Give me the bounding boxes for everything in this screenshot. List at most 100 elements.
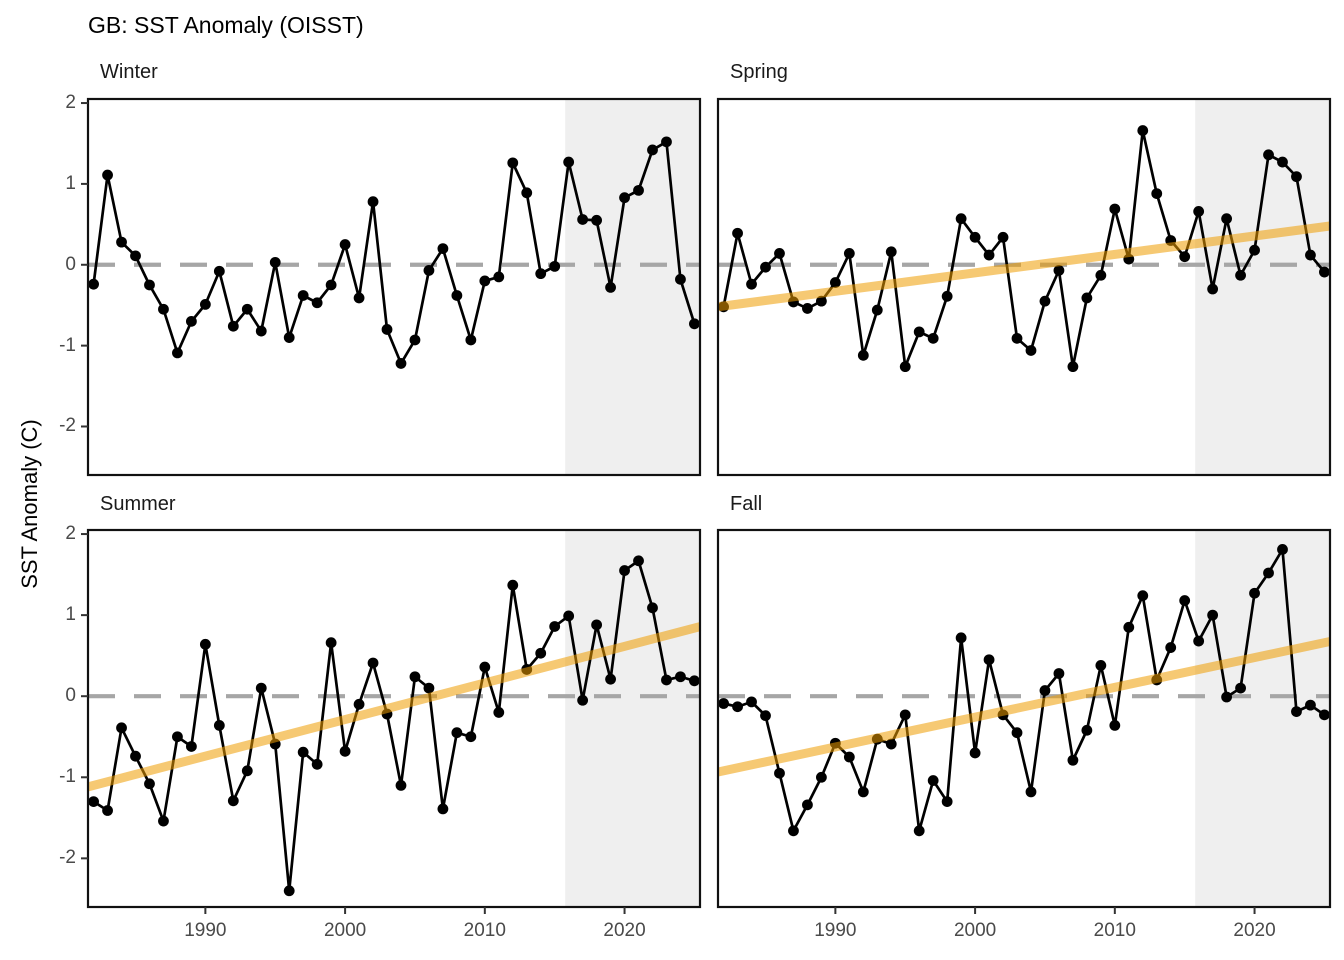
data-point	[1095, 269, 1107, 281]
data-point	[437, 803, 449, 815]
data-point	[521, 187, 533, 199]
data-point	[718, 698, 729, 709]
data-point	[563, 156, 575, 168]
data-point	[829, 277, 841, 288]
data-point	[927, 332, 939, 344]
data-point	[423, 682, 435, 694]
data-point	[857, 786, 869, 798]
data-point	[507, 157, 519, 169]
data-point	[227, 795, 239, 807]
data-point	[479, 661, 491, 673]
x-tick-label: 2000	[323, 920, 367, 941]
data-point	[1137, 125, 1149, 136]
data-point	[297, 746, 309, 758]
data-point	[479, 275, 491, 287]
data-point	[1109, 203, 1121, 215]
data-point	[983, 654, 995, 666]
data-point	[339, 745, 351, 757]
data-point	[1277, 544, 1288, 555]
data-point	[535, 647, 547, 659]
data-point	[563, 610, 575, 622]
data-point	[913, 326, 925, 338]
x-tick-label: 2010	[463, 920, 506, 941]
panel-label-spring: Spring	[730, 61, 788, 83]
data-point	[241, 765, 253, 777]
data-point	[802, 799, 813, 811]
data-point	[577, 694, 589, 706]
y-tick-label: 1	[65, 172, 76, 194]
data-point	[788, 825, 799, 837]
data-point	[619, 565, 630, 576]
data-point	[493, 271, 505, 283]
data-point	[451, 727, 463, 739]
data-point	[941, 290, 953, 302]
data-point	[1305, 249, 1316, 261]
data-point	[774, 248, 785, 259]
data-point	[969, 747, 981, 759]
trend-line	[86, 622, 702, 792]
data-point	[1053, 265, 1065, 276]
data-point	[465, 334, 477, 346]
panel-label-fall: Fall	[730, 493, 763, 515]
panel-label-winter: Winter	[100, 61, 158, 83]
x-tick-label: 2000	[953, 920, 997, 941]
data-point	[955, 632, 967, 644]
data-point	[227, 320, 239, 332]
data-point	[1179, 595, 1191, 606]
data-point	[1011, 332, 1023, 344]
data-point	[1025, 345, 1037, 356]
data-point	[885, 738, 897, 750]
data-point	[353, 698, 365, 710]
data-point	[283, 885, 295, 897]
data-point	[311, 758, 323, 770]
y-tick-label: 2	[65, 523, 76, 545]
data-point	[88, 278, 99, 290]
data-point	[661, 136, 672, 148]
data-point	[1291, 171, 1302, 183]
data-point	[1011, 727, 1023, 739]
data-point	[1207, 609, 1219, 621]
data-point	[172, 347, 183, 359]
data-point	[760, 261, 771, 273]
data-point	[1207, 283, 1219, 295]
panel-border	[86, 528, 702, 909]
data-point	[549, 260, 561, 272]
data-point	[941, 796, 953, 808]
data-point	[144, 778, 155, 790]
data-point	[843, 248, 855, 259]
data-point	[983, 249, 995, 261]
y-tick-label: 2	[65, 92, 76, 114]
data-point	[675, 671, 686, 683]
data-point	[185, 741, 197, 752]
data-point	[339, 239, 351, 250]
data-point	[199, 638, 211, 650]
data-line	[722, 548, 1326, 833]
data-point	[689, 675, 700, 687]
data-point	[130, 250, 141, 262]
data-point	[1179, 251, 1191, 263]
data-point	[1221, 213, 1233, 225]
data-point	[1235, 682, 1246, 694]
data-line	[92, 559, 696, 893]
panel-label-summer: Summer	[100, 493, 176, 515]
data-point	[871, 304, 883, 316]
data-point	[213, 265, 225, 277]
data-point	[535, 268, 547, 280]
data-point	[1095, 659, 1107, 671]
y-tick-label: 0	[65, 253, 76, 275]
data-point	[1081, 724, 1093, 736]
data-point	[1235, 269, 1246, 281]
chart-title: GB: SST Anomaly (OISST)	[88, 12, 364, 38]
data-point	[423, 265, 435, 276]
data-point	[325, 279, 337, 291]
data-point	[689, 318, 700, 330]
data-point	[1165, 642, 1177, 653]
data-point	[633, 555, 644, 567]
data-point	[409, 334, 421, 346]
data-point	[1039, 295, 1051, 307]
data-point	[955, 213, 967, 225]
x-tick-label: 1990	[814, 920, 857, 941]
data-point	[367, 196, 379, 208]
data-point	[605, 282, 616, 293]
data-point	[1123, 621, 1135, 633]
